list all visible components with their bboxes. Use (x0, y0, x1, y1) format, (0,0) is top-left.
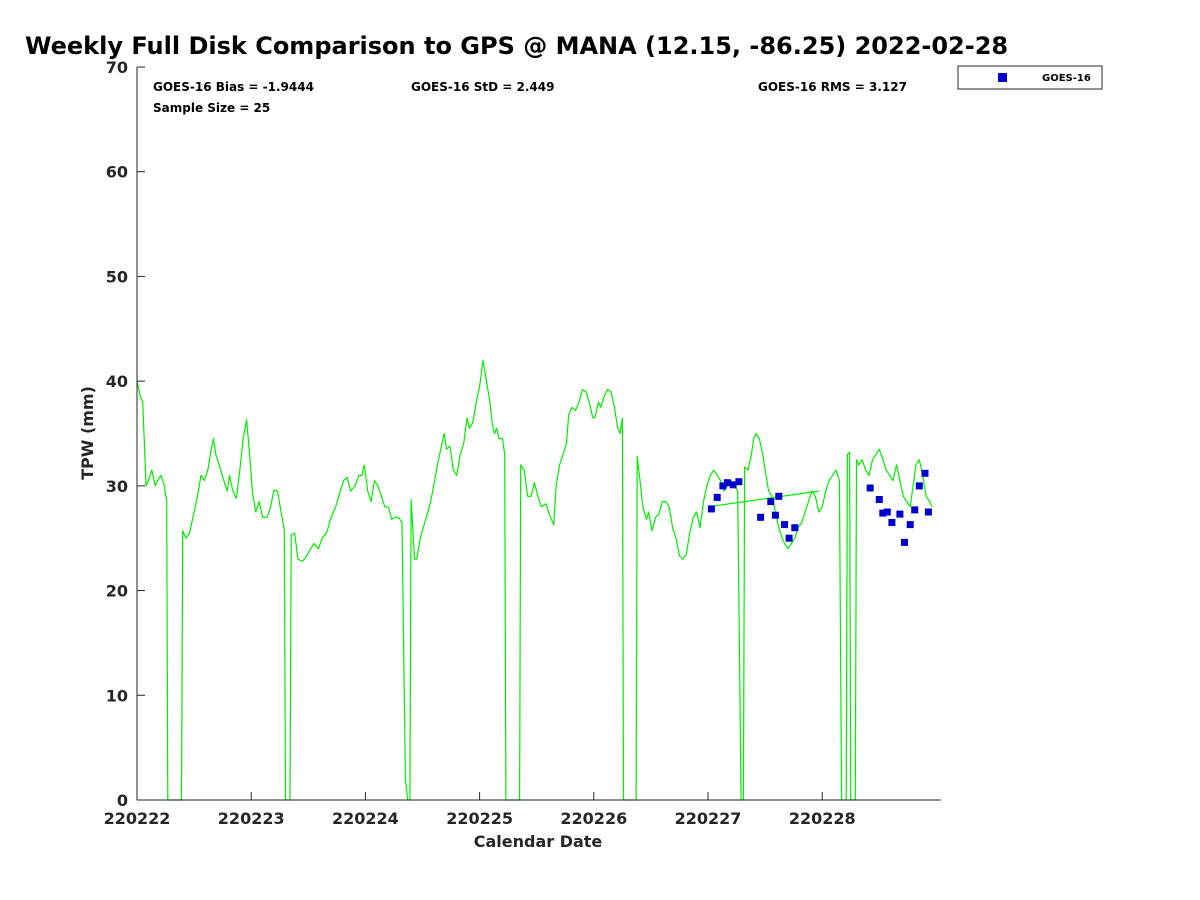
stat-std: GOES-16 StD = 2.449 (411, 80, 554, 94)
goes16-point (888, 519, 896, 526)
x-tick-label: 220226 (560, 809, 627, 828)
y-axis-label: TPW (mm) (78, 386, 97, 480)
x-tick-label: 220227 (675, 809, 742, 828)
y-tick-label: 60 (106, 163, 128, 182)
plot-area (136, 67, 941, 801)
goes16-point (879, 509, 887, 517)
x-tick-label: 220228 (789, 809, 856, 828)
series-line-gps-0 (136, 359, 933, 801)
goes16-point (771, 511, 779, 519)
goes16-point (757, 513, 765, 521)
goes16-point (791, 524, 799, 532)
y-tick-label: 40 (106, 372, 128, 391)
goes16-point (896, 510, 904, 518)
goes16-point (921, 469, 929, 477)
goes16-point (924, 508, 932, 516)
stats-block: GOES-16 Bias = -1.9444 GOES-16 StD = 2.4… (153, 80, 907, 115)
stat-sample-size: Sample Size = 25 (153, 101, 270, 115)
y-tick-label: 0 (117, 791, 128, 810)
x-tick-label: 220225 (446, 809, 513, 828)
stat-rms: GOES-16 RMS = 3.127 (758, 80, 907, 94)
goes16-point (719, 482, 727, 490)
y-tick-label: 70 (106, 58, 128, 77)
y-axis-ticks: 0 10 20 30 40 50 60 70 (106, 58, 145, 810)
goes16-point (707, 505, 715, 513)
goes16-point (785, 534, 793, 542)
legend: GOES-16 (957, 65, 1103, 90)
x-axis-ticks: 220222 220223 220224 220225 220226 220227 2202… (104, 792, 856, 828)
x-tick-label: 220222 (104, 809, 171, 828)
goes16-point (735, 478, 743, 486)
goes16-point (915, 482, 923, 490)
series-line-gps-1 (707, 490, 819, 508)
legend-marker-goes16 (998, 73, 1007, 82)
goes16-point (883, 508, 891, 516)
goes16-point (723, 479, 731, 487)
goes16-point (866, 484, 874, 492)
y-tick-label: 30 (106, 477, 128, 496)
goes16-point (906, 521, 914, 529)
goes16-point (713, 493, 721, 501)
x-axis-label: Calendar Date (474, 832, 603, 851)
goes16-point (729, 481, 737, 489)
y-tick-label: 20 (106, 582, 128, 601)
goes16-point (901, 538, 908, 546)
goes16-point (767, 498, 775, 506)
y-tick-label: 10 (106, 686, 128, 705)
chart-title: Weekly Full Disk Comparison to GPS @ MAN… (25, 32, 1008, 60)
stat-bias: GOES-16 Bias = -1.9444 (153, 80, 314, 94)
y-tick-label: 50 (106, 267, 128, 286)
x-tick-label: 220224 (332, 809, 399, 828)
goes16-point (911, 506, 919, 514)
legend-label-goes16: GOES-16 (1042, 73, 1091, 84)
goes16-point (775, 492, 783, 500)
legend-box (957, 65, 1103, 90)
x-tick-label: 220223 (218, 809, 285, 828)
goes16-point (875, 496, 883, 503)
goes16-point (781, 521, 788, 529)
